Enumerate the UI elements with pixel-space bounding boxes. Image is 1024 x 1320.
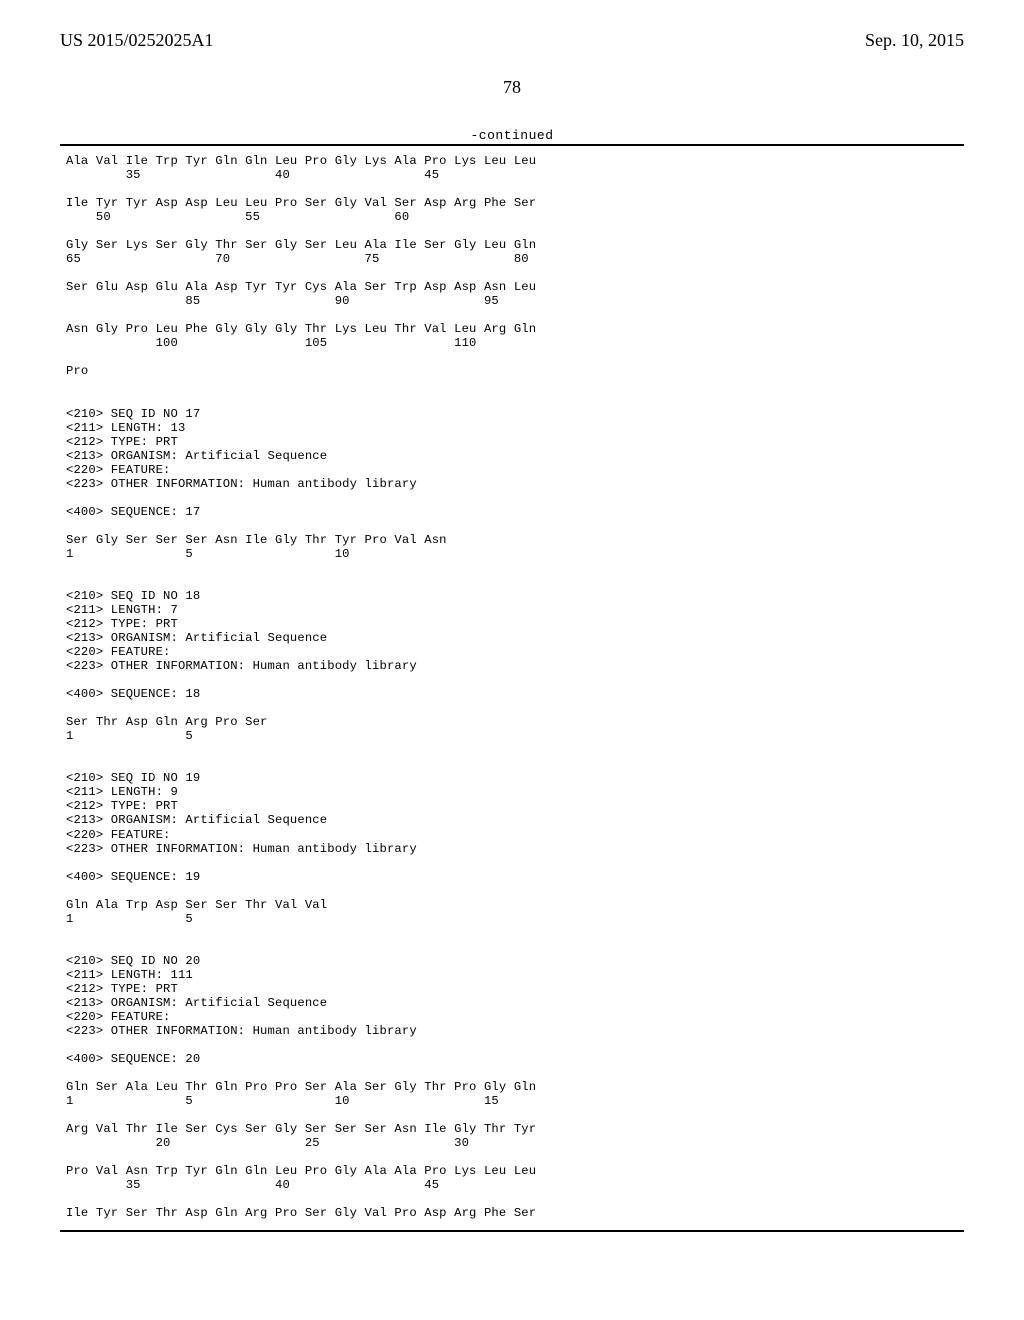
page-number: 78: [60, 77, 964, 98]
page-header: US 2015/0252025A1 Sep. 10, 2015: [60, 30, 964, 51]
publication-date: Sep. 10, 2015: [865, 30, 964, 51]
patent-page: US 2015/0252025A1 Sep. 10, 2015 78 -cont…: [0, 0, 1024, 1272]
sequence-listing: Ala Val Ile Trp Tyr Gln Gln Leu Pro Gly …: [60, 146, 964, 1230]
bottom-rule: [60, 1230, 964, 1232]
publication-number: US 2015/0252025A1: [60, 30, 214, 51]
continued-label: -continued: [60, 128, 964, 143]
